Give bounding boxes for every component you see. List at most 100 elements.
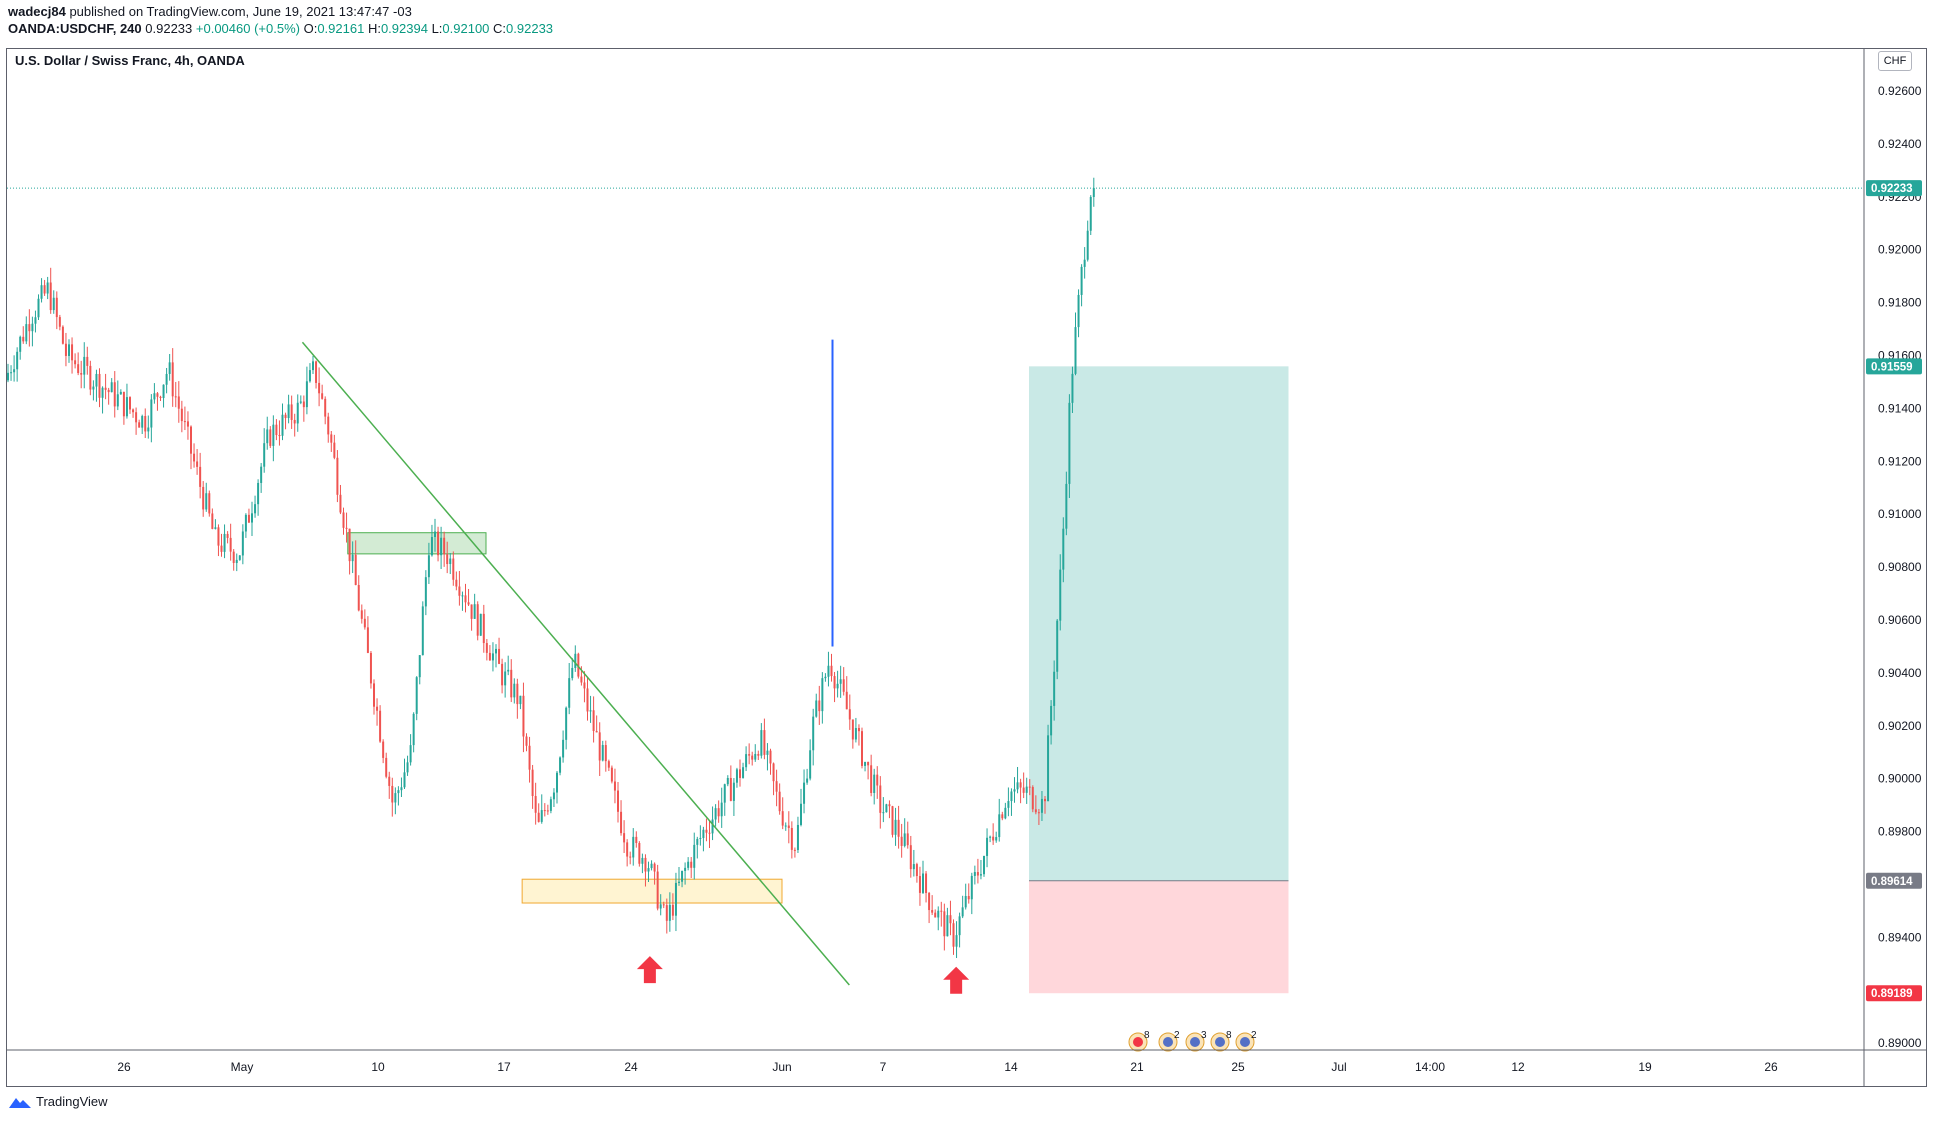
- candle-body: [824, 676, 827, 679]
- candle-body: [726, 777, 729, 785]
- candle-body: [110, 382, 113, 393]
- candle-body: [330, 434, 333, 443]
- candle-body: [223, 533, 226, 552]
- candle-body: [339, 494, 342, 513]
- candle-body: [360, 610, 363, 619]
- candle-body: [235, 559, 238, 564]
- candle-body: [955, 935, 958, 947]
- candle-body: [122, 391, 125, 417]
- candle-body: [473, 604, 476, 619]
- candle-body: [732, 782, 735, 801]
- candle-body: [397, 790, 400, 794]
- candle-body: [559, 757, 562, 773]
- candle-body: [702, 829, 705, 838]
- candle-body: [321, 393, 324, 399]
- published-text: published on TradingView.com, June 19, 2…: [69, 4, 412, 19]
- candle-body: [821, 678, 824, 712]
- candle-body: [214, 527, 217, 529]
- candle-body: [583, 682, 586, 689]
- time-tick-label: 24: [624, 1060, 638, 1074]
- candle-body: [174, 396, 177, 398]
- candle-body: [623, 833, 626, 843]
- candle-body: [135, 412, 138, 423]
- candle-body: [1025, 786, 1028, 793]
- candle-body: [1092, 188, 1095, 198]
- candle-body: [1083, 259, 1086, 267]
- candle-body: [144, 416, 147, 432]
- candle-body: [635, 836, 638, 844]
- candle-body: [638, 843, 641, 864]
- candle-body: [986, 837, 989, 856]
- up-arrow-icon: [943, 966, 970, 994]
- supply-zone-box: [347, 532, 487, 555]
- candle-body: [369, 652, 372, 684]
- candle-body: [940, 910, 943, 912]
- candle-body: [424, 577, 427, 607]
- candle-body: [177, 396, 180, 409]
- candle-body: [800, 803, 802, 825]
- candle-body: [1050, 705, 1053, 736]
- candle-body: [534, 796, 537, 813]
- candle-body: [89, 365, 92, 390]
- currency-button[interactable]: CHF: [1878, 51, 1912, 71]
- candle-body: [232, 551, 235, 564]
- candle-body: [28, 324, 31, 332]
- time-tick-label: 17: [497, 1060, 511, 1074]
- candle-body: [989, 836, 992, 838]
- candle-body: [565, 707, 568, 740]
- candle-body: [107, 389, 110, 393]
- candle-body: [165, 373, 168, 385]
- candle-body: [10, 372, 13, 374]
- candle-body: [589, 710, 592, 712]
- candle-body: [711, 819, 714, 834]
- candle-body: [452, 558, 455, 580]
- candle-body: [684, 867, 687, 871]
- low-value: 0.92100: [442, 21, 490, 36]
- candle-body: [333, 442, 336, 458]
- candle-body: [37, 298, 40, 318]
- candle-body: [385, 757, 388, 777]
- candle-body: [418, 655, 421, 678]
- candle-body: [748, 754, 751, 756]
- candle-body: [470, 604, 473, 619]
- candle-body: [1016, 782, 1019, 790]
- candle-body: [918, 876, 921, 893]
- time-tick-label: 14: [1004, 1060, 1018, 1074]
- candle-body: [510, 669, 513, 698]
- candle-body: [879, 785, 882, 813]
- author-name[interactable]: wadecj84: [8, 4, 66, 19]
- price-badge-label: 0.92233: [1871, 183, 1913, 195]
- candle-body: [809, 750, 812, 779]
- candle-body: [61, 326, 64, 344]
- publish-info: wadecj84 published on TradingView.com, J…: [8, 4, 412, 19]
- candle-body: [867, 761, 870, 766]
- candle-body: [412, 713, 415, 746]
- candle-body: [287, 404, 290, 419]
- up-arrow-icon: [636, 956, 663, 984]
- candle-body: [409, 745, 412, 763]
- candle-body: [678, 881, 680, 883]
- candle-body: [141, 416, 144, 428]
- candle-body: [485, 643, 488, 653]
- candle-body: [1040, 798, 1043, 813]
- candle-body: [873, 774, 876, 793]
- candle-body: [46, 282, 49, 294]
- candle-body: [952, 923, 955, 947]
- candle-body: [1065, 483, 1068, 529]
- candle-body: [1037, 812, 1040, 814]
- candle-body: [1034, 809, 1037, 813]
- candle-body: [992, 836, 995, 841]
- price-tick-label: 0.92000: [1878, 243, 1922, 257]
- candle-body: [263, 443, 266, 467]
- candle-body: [812, 716, 815, 751]
- candle-body: [52, 297, 55, 311]
- footer-brand[interactable]: TradingView: [8, 1094, 108, 1109]
- candle-body: [739, 769, 741, 778]
- candle-body: [522, 695, 525, 737]
- candle-body: [196, 461, 199, 467]
- candle-body: [434, 531, 436, 538]
- candle-body: [376, 706, 379, 711]
- candle-body: [19, 336, 22, 352]
- candle-body: [86, 356, 89, 366]
